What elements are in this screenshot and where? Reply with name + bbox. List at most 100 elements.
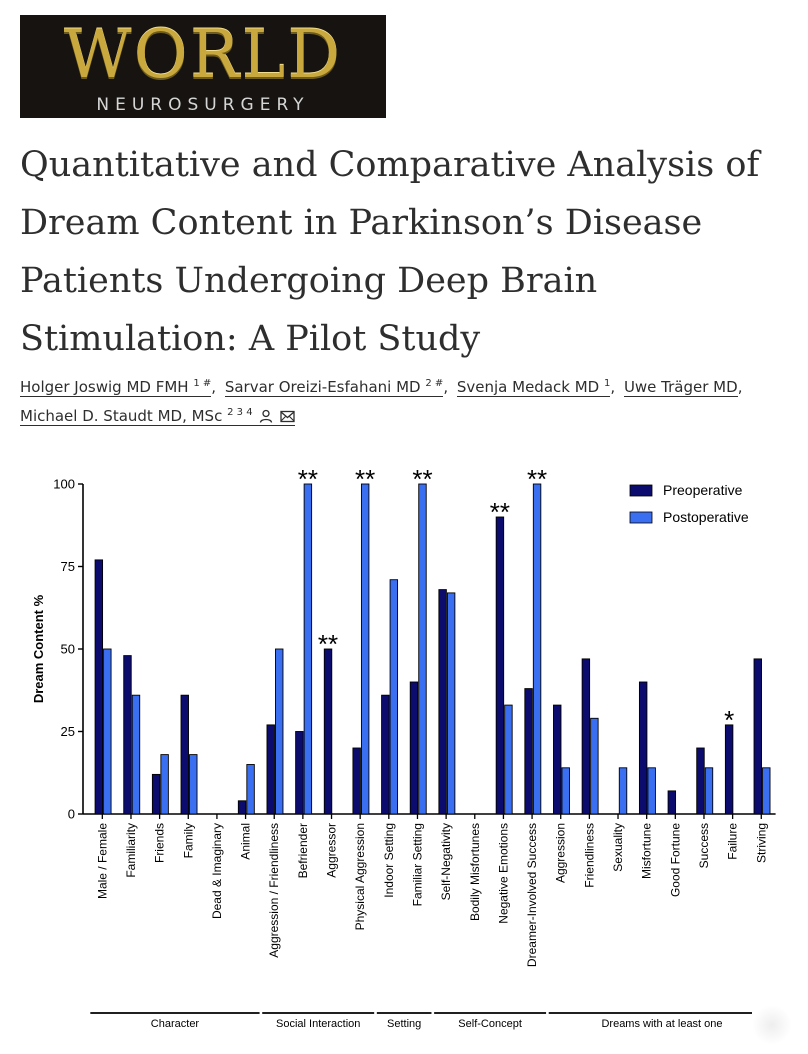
group-label: Dreams with at least one [601, 1018, 722, 1030]
x-tick-label: Success [697, 823, 711, 868]
x-tick-label: Indoor Setting [382, 823, 396, 898]
bar-postoperative [389, 579, 399, 815]
significance-marker: ** [318, 629, 338, 659]
journal-logo[interactable]: WORLD NEUROSURGERY [20, 15, 386, 118]
author-separator: , [610, 378, 616, 396]
x-tick-label: Aggression [554, 823, 568, 883]
x-tick-label: Familiar Setting [410, 823, 424, 906]
legend-swatch [629, 484, 653, 497]
author-link[interactable]: Uwe Träger MD [623, 378, 738, 397]
author-affiliation: 2 # [425, 378, 444, 389]
author-affiliation: 1 [604, 378, 611, 389]
author-link[interactable]: Svenja Medack MD 1 [456, 378, 611, 397]
author-line-2: Michael D. Staudt MD, MSc 2 3 4 [20, 400, 808, 431]
bar-postoperative [103, 648, 112, 815]
bar-postoperative [704, 767, 714, 815]
bar-preoperative [553, 704, 562, 815]
significance-marker: ** [527, 464, 547, 494]
bar-postoperative [131, 694, 141, 815]
envelope-icon[interactable] [280, 405, 295, 431]
y-tick-label: 25 [61, 724, 75, 739]
bar-preoperative [638, 681, 648, 815]
bar-preoperative [123, 655, 132, 815]
bar-postoperative [246, 764, 255, 815]
author-name: Uwe Träger MD [623, 378, 738, 396]
author-separator: , [443, 378, 449, 396]
y-tick-label: 100 [53, 477, 75, 492]
bar-postoperative [160, 754, 169, 815]
group-label: Setting [387, 1018, 421, 1030]
significance-marker: ** [490, 497, 510, 527]
bar-postoperative [590, 717, 599, 815]
author-link[interactable]: Holger Joswig MD FMH 1 # [20, 378, 212, 397]
x-tick-label: Friendliness [582, 823, 596, 888]
bar-preoperative [524, 688, 533, 815]
x-tick-label: Self-Negativity [439, 823, 453, 900]
significance-marker: * [724, 705, 734, 735]
x-tick-label: Misfortune [640, 823, 654, 879]
x-tick-label: Friends [153, 823, 167, 863]
legend-label: Postoperative [663, 509, 749, 525]
x-tick-label: Bodily Misfortunes [468, 823, 482, 921]
x-tick-label: Familiarity [124, 823, 138, 878]
y-tick-label: 75 [61, 559, 75, 574]
bar-preoperative [151, 773, 161, 815]
author-name: Svenja Medack MD [456, 378, 600, 396]
bar-preoperative [381, 694, 390, 815]
bar-preoperative [667, 790, 677, 815]
plot-area: 0 25 50 75 100 Dream Content % Male / Female Fa… [31, 464, 776, 1030]
y-tick-label: 50 [61, 642, 75, 657]
bar-preoperative [323, 648, 333, 815]
author-separator: , [737, 378, 743, 396]
bar-postoperative [446, 592, 456, 815]
author-name: Holger Joswig MD FMH [20, 378, 189, 396]
group-label: Self-Concept [458, 1018, 522, 1030]
bar-postoperative [360, 483, 370, 815]
logo-subtitle: NEUROSURGERY [96, 95, 310, 115]
bar-postoperative [618, 767, 628, 815]
bar-postoperative [189, 754, 198, 815]
y-axis-title: Dream Content % [31, 594, 46, 703]
author-line-1: Holger Joswig MD FMH 1 #, Sarvar Oreizi-… [20, 371, 808, 400]
bar-postoperative [504, 704, 513, 815]
bar-postoperative [418, 483, 427, 815]
bar-postoperative [275, 648, 284, 815]
significance-marker: ** [355, 464, 375, 494]
group-label: Character [151, 1018, 200, 1030]
bar-preoperative [696, 747, 705, 815]
x-tick-label: Dead & Imaginary [210, 823, 224, 919]
bar-preoperative [581, 658, 591, 815]
group-label: Social Interaction [276, 1018, 360, 1030]
dream-content-chart: 0 25 50 75 100 Dream Content % Male / Female Fa… [31, 464, 776, 1030]
author-link[interactable]: Sarvar Oreizi-Esfahani MD 2 # [224, 378, 444, 397]
bar-preoperative [438, 589, 447, 815]
x-tick-label: Family [181, 823, 195, 858]
x-tick-label: Aggressor [325, 823, 339, 878]
author-affiliation: 1 # [193, 378, 212, 389]
significance-marker: ** [412, 464, 432, 494]
author-list: Holger Joswig MD FMH 1 #, Sarvar Oreizi-… [20, 371, 808, 431]
legend-label: Preoperative [663, 482, 743, 498]
bar-postoperative [532, 483, 542, 815]
bar-postoperative [561, 767, 570, 815]
x-tick-label: Dreamer-Involved Success [525, 823, 539, 967]
x-tick-label: Male / Female [95, 823, 109, 899]
x-tick-label: Negative Emotions [496, 823, 510, 924]
x-tick-label: Failure [726, 823, 740, 860]
x-tick-label: Physical Aggression [353, 823, 367, 930]
y-tick-label: 0 [68, 807, 75, 822]
author-link[interactable]: Michael D. Staudt MD, MSc 2 3 4 [20, 407, 296, 426]
bar-preoperative [180, 694, 189, 815]
bar-preoperative [295, 731, 304, 815]
bar-preoperative [495, 516, 505, 815]
bar-preoperative [237, 800, 247, 815]
author-name: Michael D. Staudt MD, MSc [20, 407, 223, 425]
author-separator: , [211, 378, 217, 396]
bar-preoperative [409, 681, 419, 815]
significance-marker: ** [298, 464, 318, 494]
x-tick-label: Animal [239, 823, 253, 860]
article-title: Quantitative and Comparative Analysis of… [20, 145, 760, 359]
bar-postoperative [762, 767, 771, 815]
x-tick-label: Aggression / Friendliness [267, 823, 281, 958]
x-tick-label: Sexuality [611, 823, 625, 872]
